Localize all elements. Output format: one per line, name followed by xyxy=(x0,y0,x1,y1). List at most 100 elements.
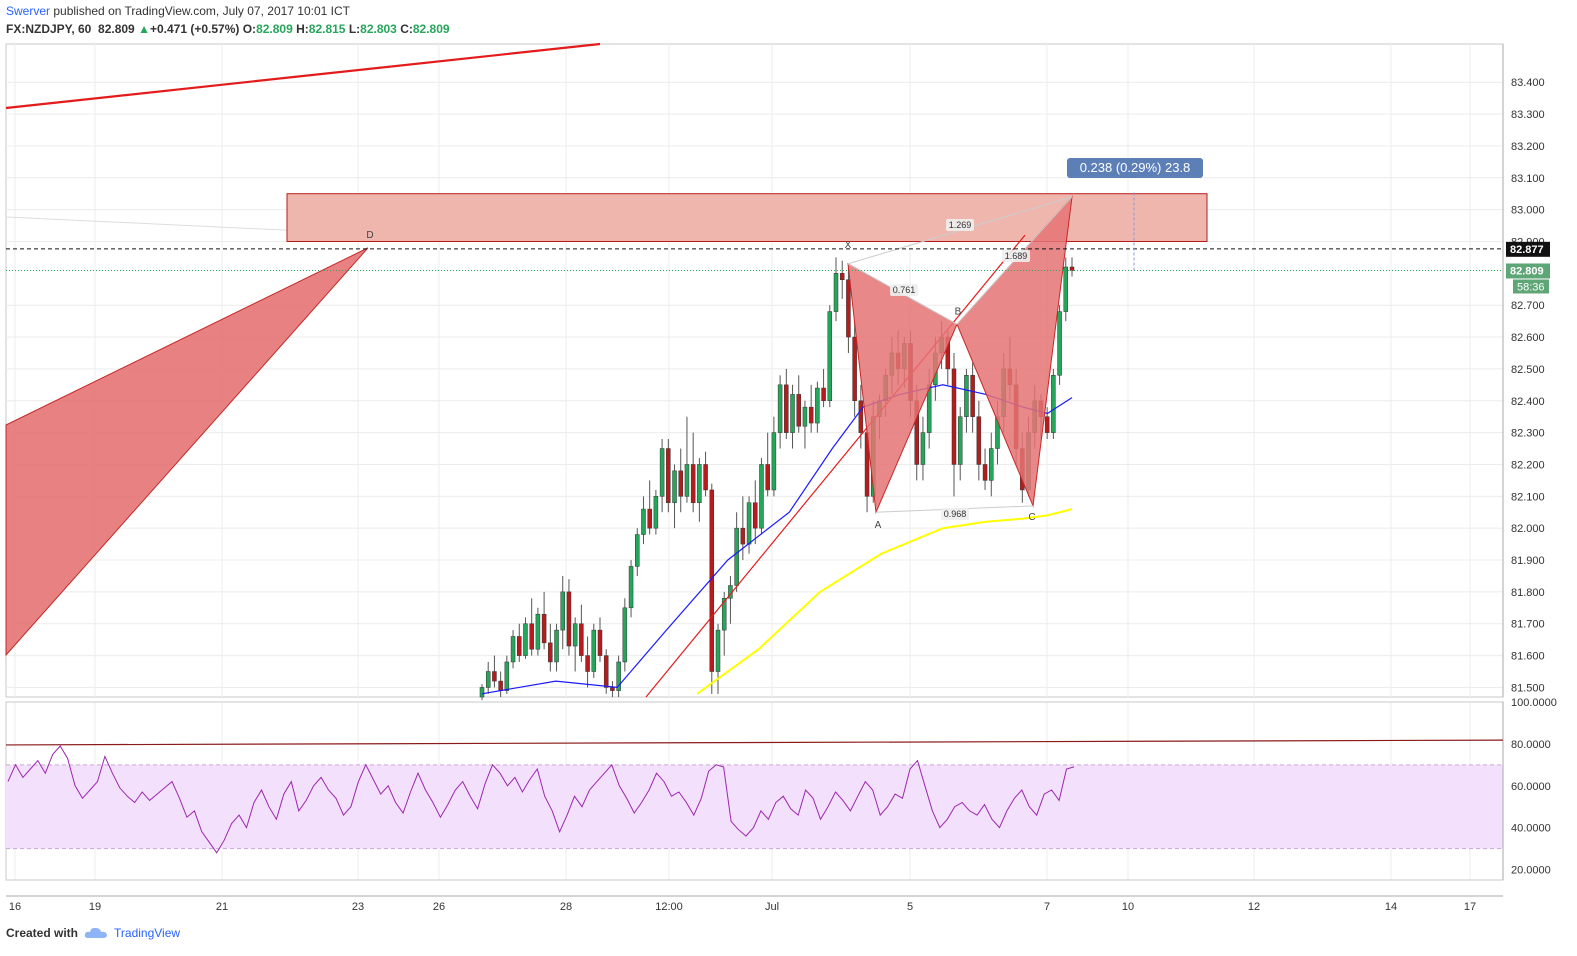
candle-body xyxy=(1057,311,1062,376)
rsi-tick: 60.0000 xyxy=(1511,781,1551,793)
time-tick-26: 26 xyxy=(433,901,445,913)
price-tick: 82.700 xyxy=(1511,300,1545,312)
candle xyxy=(554,623,559,672)
candle-body xyxy=(771,432,777,491)
symbol-legend: FX:NZDJPY, 60 82.809 ▲+0.471 (+0.57%) O:… xyxy=(6,22,450,36)
candle-body xyxy=(690,464,696,503)
candle xyxy=(957,407,963,481)
candle-body xyxy=(839,273,845,280)
current-price-label: 82.809 58:36 xyxy=(1506,263,1550,294)
price-tick: 82.000 xyxy=(1511,523,1545,535)
candle xyxy=(517,623,522,662)
symbol-name[interactable]: FX:NZDJPY, 60 xyxy=(6,22,92,36)
candle xyxy=(964,368,969,433)
rsi-tick: 40.0000 xyxy=(1511,823,1551,835)
candle xyxy=(690,432,696,513)
candle-body xyxy=(852,336,857,402)
candle xyxy=(771,416,777,497)
candle xyxy=(753,480,758,545)
candle-body xyxy=(957,416,963,465)
ratio-box xyxy=(941,508,969,520)
candle xyxy=(523,617,528,659)
candle-body xyxy=(572,623,578,647)
rsi-tick: 100.0000 xyxy=(1511,697,1557,709)
overlay-layer: X A B C 1.269 0.761 1.689 0.968 0.238 (0.29%) 23… xyxy=(6,158,1503,698)
chart-canvas[interactable]: D X A B C 1.269 0.761 1.689 0.968 0.238 (0.29%) … xyxy=(0,40,1577,916)
candle xyxy=(815,381,820,433)
candle xyxy=(622,598,628,672)
price-tick: 82.200 xyxy=(1511,459,1545,471)
trendline-rising xyxy=(645,234,1026,698)
candle xyxy=(684,416,690,503)
left-harmonic-pattern xyxy=(5,247,369,657)
harmonic-point-A: A xyxy=(875,520,882,531)
candle xyxy=(585,636,590,688)
tradingview-link[interactable]: TradingView xyxy=(114,926,181,940)
candle xyxy=(529,598,534,656)
created-with: Created with xyxy=(6,926,79,940)
price-tick: 81.600 xyxy=(1511,651,1545,663)
candle-body xyxy=(697,464,702,503)
candle-body xyxy=(653,496,659,529)
candle-body xyxy=(622,607,628,663)
candle-body xyxy=(485,671,491,688)
candle-body xyxy=(1069,266,1075,271)
candle-body xyxy=(1051,375,1056,433)
author-link[interactable]: Swerver xyxy=(6,4,51,18)
time-axis[interactable]: 16 19 21 23 26 28 12:00 Jul 5 7 10 12 14 17 xyxy=(6,895,1503,913)
price-tick: 82.500 xyxy=(1511,364,1545,376)
candle-body xyxy=(982,464,988,481)
candle xyxy=(647,480,652,535)
candle xyxy=(697,458,702,522)
candle xyxy=(777,375,783,449)
candle-body xyxy=(535,613,541,650)
rsi-tick: 20.0000 xyxy=(1511,865,1551,877)
candle xyxy=(479,684,485,701)
price-line-label: 82.877 xyxy=(1506,241,1550,257)
countdown-box xyxy=(1513,279,1549,294)
candle xyxy=(796,375,801,433)
candle xyxy=(989,432,994,497)
candle xyxy=(734,512,739,592)
candle xyxy=(808,384,814,433)
open-label: O: xyxy=(242,22,257,36)
rsi-tick: 80.0000 xyxy=(1511,739,1551,751)
candle-body xyxy=(498,680,503,691)
low-value: 82.803 xyxy=(360,22,397,36)
candle-body xyxy=(827,311,833,402)
low-label: L: xyxy=(348,22,361,36)
candle xyxy=(858,384,864,449)
candle xyxy=(672,464,677,529)
candle xyxy=(802,400,808,449)
price-tick: 82.100 xyxy=(1511,491,1545,503)
candle-body xyxy=(753,502,758,529)
rsi-pane[interactable]: 100.0000 80.0000 60.0000 40.0000 20.0000 xyxy=(5,697,1557,881)
candle-body xyxy=(659,448,665,497)
candle-body xyxy=(746,502,752,545)
price-line-value: 82.877 xyxy=(1510,244,1544,256)
time-tick-17: 17 xyxy=(1464,901,1476,913)
harmonic-ratio-0.968: 0.968 xyxy=(941,508,969,520)
candle-body xyxy=(529,623,534,650)
time-tick-Jul: Jul xyxy=(765,901,779,913)
price-tick: 83.400 xyxy=(1511,77,1545,89)
candle-body xyxy=(566,591,572,647)
candle xyxy=(666,438,671,513)
candle-body xyxy=(821,387,826,402)
candle xyxy=(1057,305,1062,385)
candles-layer xyxy=(479,257,1075,701)
candle-body xyxy=(790,394,795,433)
harmonic-ratio-1.269: 1.269 xyxy=(946,219,974,231)
candle-body xyxy=(554,629,559,663)
close-value: 82.809 xyxy=(412,22,450,36)
candle xyxy=(597,617,603,662)
price-axis[interactable]: 83.40083.30083.20083.10083.00082.90082.7… xyxy=(1502,44,1550,697)
candle xyxy=(709,483,715,694)
candle xyxy=(784,368,789,439)
price-line-box xyxy=(1506,241,1550,257)
rsi-band xyxy=(6,764,1503,849)
candle xyxy=(485,661,491,694)
candle-body xyxy=(920,432,926,465)
candle-body xyxy=(666,448,671,503)
price-tick: 82.600 xyxy=(1511,332,1545,344)
